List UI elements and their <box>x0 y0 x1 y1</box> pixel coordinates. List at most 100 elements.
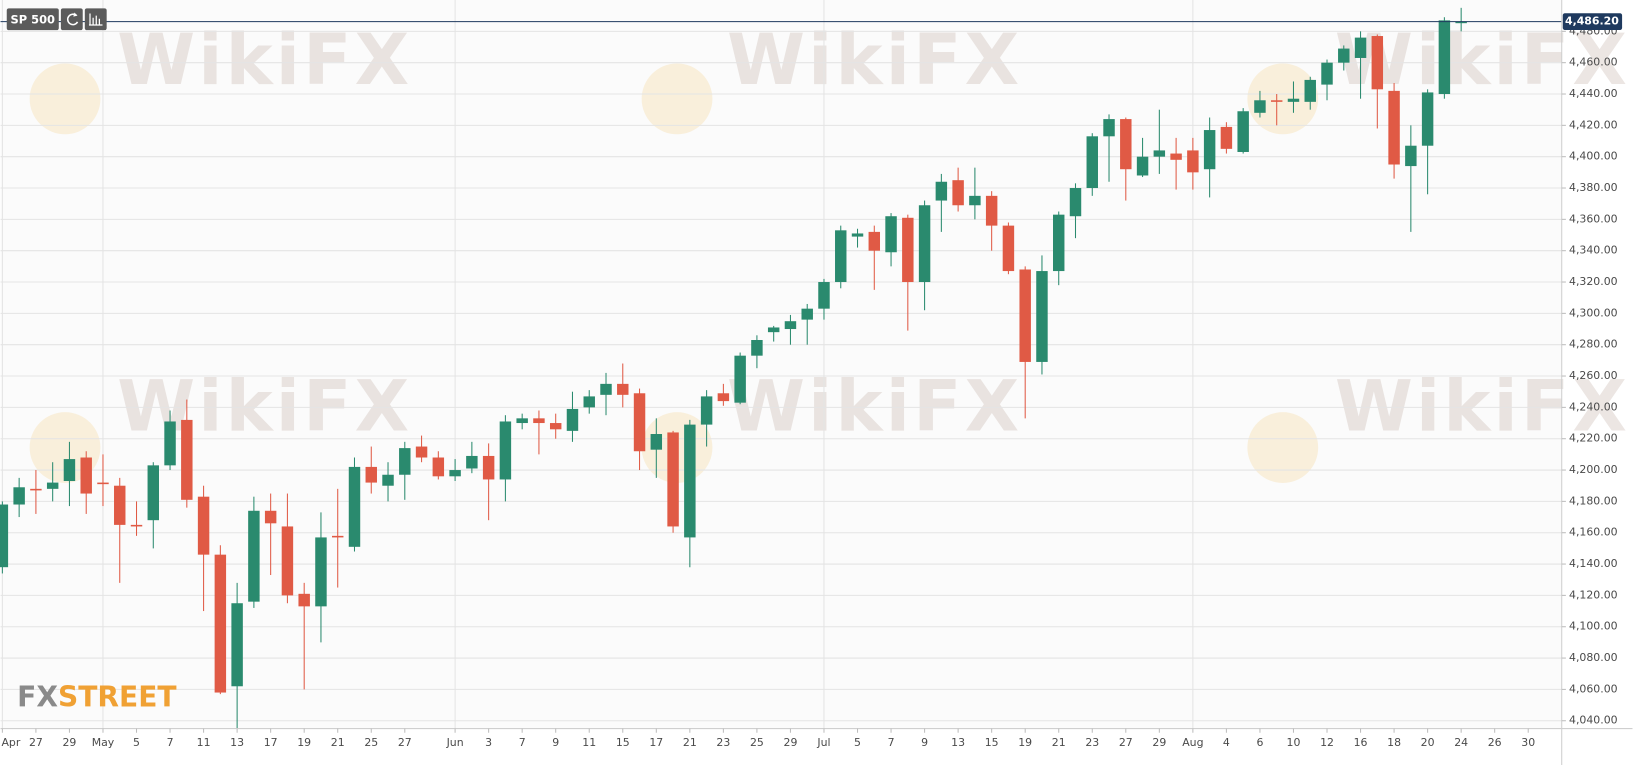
candle-body <box>1438 20 1451 95</box>
x-tick-label: 17 <box>264 736 278 749</box>
watermark: WikiFX <box>727 365 1022 448</box>
refresh-icon <box>67 13 79 26</box>
x-tick-label: 21 <box>1052 736 1066 749</box>
watermark-logo <box>29 63 101 135</box>
x-tick-label: 7 <box>888 736 895 749</box>
candle-body <box>449 470 461 477</box>
candle-body <box>114 485 126 525</box>
x-tick-label: 13 <box>230 736 244 749</box>
candle-body <box>885 216 897 253</box>
x-tick-label: 23 <box>716 736 730 749</box>
x-tick-label: 27 <box>29 736 43 749</box>
candle-body <box>214 554 227 693</box>
candle-body <box>1086 136 1098 189</box>
y-tick-label: 4,440.00 <box>1569 87 1618 100</box>
logo: FXSTREET <box>17 680 177 713</box>
x-tick-label: 27 <box>398 736 412 749</box>
candle-body <box>835 230 847 283</box>
candle-body <box>348 466 361 547</box>
candle-body <box>952 180 964 206</box>
last-price-label: 4,486.20 <box>1565 15 1619 28</box>
candle-body <box>717 393 730 402</box>
plot-background <box>0 0 1562 729</box>
candle-body <box>868 231 881 251</box>
candle-body <box>13 487 25 505</box>
x-tick-label: 11 <box>582 736 596 749</box>
y-tick-label: 4,460.00 <box>1569 56 1618 69</box>
x-tick-label: 7 <box>167 736 174 749</box>
candle-body <box>197 496 210 555</box>
candle-body <box>1069 188 1082 217</box>
refresh-button[interactable] <box>60 8 83 31</box>
candle-body <box>63 459 76 482</box>
candle-body <box>1203 130 1216 170</box>
symbol-badge: SP 500 <box>6 8 107 31</box>
x-tick-label: 29 <box>784 736 798 749</box>
candle-body <box>466 455 478 469</box>
candle-body <box>415 446 428 458</box>
candle-body <box>1237 111 1249 152</box>
logo-suffix: STREET <box>58 680 177 713</box>
y-tick-label: 4,280.00 <box>1569 338 1618 351</box>
candle-body <box>784 321 797 330</box>
x-tick-label: 15 <box>616 736 630 749</box>
y-tick-label: 4,160.00 <box>1569 526 1618 539</box>
candle-body <box>365 466 377 483</box>
candle-body <box>281 526 294 596</box>
candle-body <box>1338 48 1350 63</box>
watermark-logo <box>641 63 713 135</box>
candle-body <box>549 423 562 430</box>
y-tick-label: 4,260.00 <box>1569 369 1618 382</box>
y-tick-label: 4,420.00 <box>1569 118 1618 131</box>
candle-body <box>30 488 42 491</box>
candle-body <box>935 181 948 201</box>
candle-body <box>1287 98 1300 102</box>
candle-body <box>818 282 830 309</box>
x-tick-label: Jul <box>816 736 830 749</box>
y-tick-label: 4,400.00 <box>1569 150 1618 163</box>
x-tick-label: 25 <box>750 736 764 749</box>
y-tick-label: 4,120.00 <box>1569 588 1618 601</box>
candle-body <box>767 327 780 333</box>
candle-body <box>734 355 746 403</box>
candle-body <box>667 432 679 527</box>
candle-body <box>382 474 394 486</box>
y-tick-label: 4,340.00 <box>1569 244 1618 257</box>
x-tick-label: 21 <box>683 736 697 749</box>
candle-body <box>181 419 193 500</box>
candle-body <box>751 340 763 356</box>
candle-body <box>1405 145 1417 167</box>
watermark: WikiFX <box>117 365 412 448</box>
x-tick-label: Jun <box>446 736 464 749</box>
y-tick-label: 4,100.00 <box>1569 620 1618 633</box>
candle-body <box>1304 79 1316 102</box>
x-tick-label: 13 <box>951 736 965 749</box>
candle-body <box>1136 156 1149 176</box>
candle-body <box>147 465 160 521</box>
y-tick-label: 4,180.00 <box>1569 494 1618 507</box>
candle-body <box>1170 153 1182 160</box>
x-tick-label: 5 <box>133 736 140 749</box>
candle-body <box>1388 90 1400 165</box>
x-tick-label: 9 <box>552 736 559 749</box>
candle-body <box>969 195 981 206</box>
candle-body <box>533 418 545 424</box>
x-tick-label: 12 <box>1320 736 1334 749</box>
candle-body <box>231 603 243 687</box>
watermark-logo <box>1247 412 1319 483</box>
y-tick-label: 4,360.00 <box>1569 212 1618 225</box>
candle-body <box>1187 150 1199 173</box>
x-tick-label: 9 <box>921 736 928 749</box>
candle-body <box>164 421 176 466</box>
symbol-box <box>6 8 59 31</box>
watermark: WikiFX <box>1335 18 1630 101</box>
candle-body <box>1371 36 1384 90</box>
watermark: WikiFX <box>1335 365 1630 448</box>
candle-body <box>399 448 411 475</box>
x-tick-label: 24 <box>1454 736 1468 749</box>
candle-body <box>633 393 646 452</box>
x-tick-label: 19 <box>1018 736 1032 749</box>
x-tick-label: 10 <box>1287 736 1301 749</box>
x-tick-label: 16 <box>1354 736 1368 749</box>
